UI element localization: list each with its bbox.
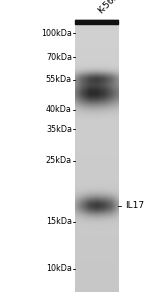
Text: 55kDa: 55kDa: [46, 75, 72, 84]
Text: 100kDa: 100kDa: [41, 28, 72, 38]
Text: K-562: K-562: [96, 0, 121, 16]
Text: 15kDa: 15kDa: [46, 218, 72, 226]
Text: IL17F: IL17F: [125, 201, 144, 210]
Text: 35kDa: 35kDa: [46, 124, 72, 134]
Text: 70kDa: 70kDa: [46, 52, 72, 62]
Text: 40kDa: 40kDa: [46, 105, 72, 114]
Bar: [75, 20, 118, 24]
Text: 10kDa: 10kDa: [46, 264, 72, 273]
Text: 25kDa: 25kDa: [46, 156, 72, 165]
